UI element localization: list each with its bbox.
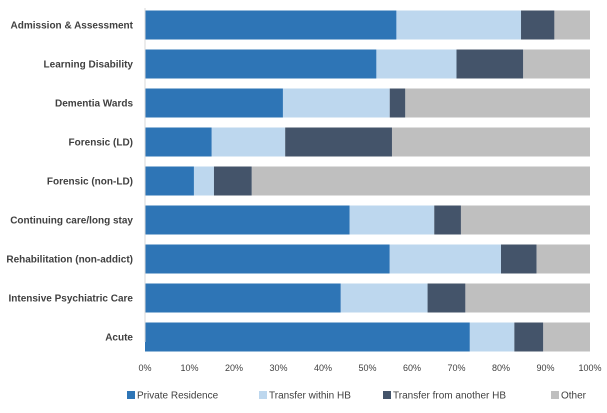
bar-other-forensic-ld [391, 127, 590, 157]
bar-transfer-within-hb-intensive-psychiatric-care [340, 283, 428, 313]
bar-transfer-within-hb-admission-assessment [396, 10, 522, 40]
bar-other-rehabilitation-non-addict [536, 244, 590, 274]
x-tick-label-9: 90% [536, 363, 554, 373]
bar-transfer-from-another-hb-dementia-wards [389, 88, 406, 118]
category-label-rehabilitation-non-addict: Rehabilitation (non-addict) [6, 255, 133, 266]
bar-transfer-from-another-hb-forensic-non-ld [213, 166, 252, 196]
bar-transfer-from-another-hb-acute [514, 322, 544, 352]
bars-layer [145, 10, 591, 352]
category-label-admission-assessment: Admission & Assessment [11, 21, 134, 32]
category-label-intensive-psychiatric-care: Intensive Psychiatric Care [8, 294, 133, 305]
x-axis: 0% 10% 20% 30% 40% 50% 60% 70% 80% 90% 100% [138, 8, 602, 373]
bar-private-residence-forensic-non-ld [145, 166, 194, 196]
category-label-forensic-ld: Forensic (LD) [69, 138, 133, 149]
bar-transfer-from-another-hb-continuing-care-long-stay [434, 205, 461, 235]
category-label-acute: Acute [105, 333, 133, 344]
legend-label-other: Other [561, 391, 587, 402]
bar-transfer-within-hb-rehabilitation-non-addict [389, 244, 501, 274]
bar-other-learning-disability [523, 49, 590, 79]
bar-transfer-within-hb-acute [469, 322, 515, 352]
bar-private-residence-intensive-psychiatric-care [145, 283, 341, 313]
x-tick-label-0: 0% [138, 363, 151, 373]
bar-private-residence-rehabilitation-non-addict [145, 244, 390, 274]
legend-swatch-other [551, 391, 559, 399]
legend: Private Residence Transfer within HB Trans… [127, 391, 587, 402]
bar-transfer-within-hb-learning-disability [376, 49, 457, 79]
bar-transfer-from-another-hb-learning-disability [456, 49, 524, 79]
bar-transfer-from-another-hb-admission-assessment [521, 10, 555, 40]
bar-other-admission-assessment [554, 10, 590, 40]
x-tick-label-8: 80% [492, 363, 510, 373]
x-tick-label-5: 50% [358, 363, 376, 373]
category-label-dementia-wards: Dementia Wards [55, 99, 133, 110]
legend-swatch-transfer-within-hb [259, 391, 267, 399]
category-label-forensic-non-ld: Forensic (non-LD) [47, 177, 133, 188]
x-tick-label-1: 10% [180, 363, 198, 373]
bar-other-continuing-care-long-stay [460, 205, 590, 235]
legend-label-transfer-within-hb: Transfer within HB [269, 391, 351, 402]
bar-transfer-within-hb-continuing-care-long-stay [349, 205, 435, 235]
x-tick-label-4: 40% [314, 363, 332, 373]
bar-private-residence-forensic-ld [145, 127, 212, 157]
bar-private-residence-dementia-wards [145, 88, 283, 118]
legend-swatch-transfer-from-another-hb [383, 391, 391, 399]
bar-other-forensic-non-ld [251, 166, 591, 196]
legend-swatch-private-residence [127, 391, 135, 399]
bar-transfer-within-hb-forensic-non-ld [193, 166, 214, 196]
bar-other-acute [543, 322, 590, 352]
x-tick-label-10: 100% [578, 363, 601, 373]
legend-label-private-residence: Private Residence [137, 391, 219, 402]
x-tick-label-6: 60% [403, 363, 421, 373]
bar-other-dementia-wards [405, 88, 590, 118]
x-tick-label-2: 20% [225, 363, 243, 373]
x-tick-label-7: 70% [447, 363, 465, 373]
category-label-continuing-care-long-stay: Continuing care/long stay [10, 216, 133, 227]
legend-label-transfer-from-another-hb: Transfer from another HB [393, 391, 506, 402]
bar-transfer-from-another-hb-intensive-psychiatric-care [427, 283, 466, 313]
bar-transfer-within-hb-dementia-wards [282, 88, 390, 118]
bar-other-intensive-psychiatric-care [465, 283, 590, 313]
x-tick-label-3: 30% [269, 363, 287, 373]
bar-transfer-from-another-hb-rehabilitation-non-addict [501, 244, 537, 274]
bar-transfer-within-hb-forensic-ld [211, 127, 286, 157]
bar-private-residence-continuing-care-long-stay [145, 205, 350, 235]
category-label-learning-disability: Learning Disability [44, 60, 134, 71]
bar-private-residence-acute [145, 322, 470, 352]
category-labels: Admission & Assessment Learning Disabilit… [6, 21, 133, 344]
bar-private-residence-admission-assessment [145, 10, 397, 40]
bar-private-residence-learning-disability [145, 49, 377, 79]
bar-transfer-from-another-hb-forensic-ld [285, 127, 392, 157]
